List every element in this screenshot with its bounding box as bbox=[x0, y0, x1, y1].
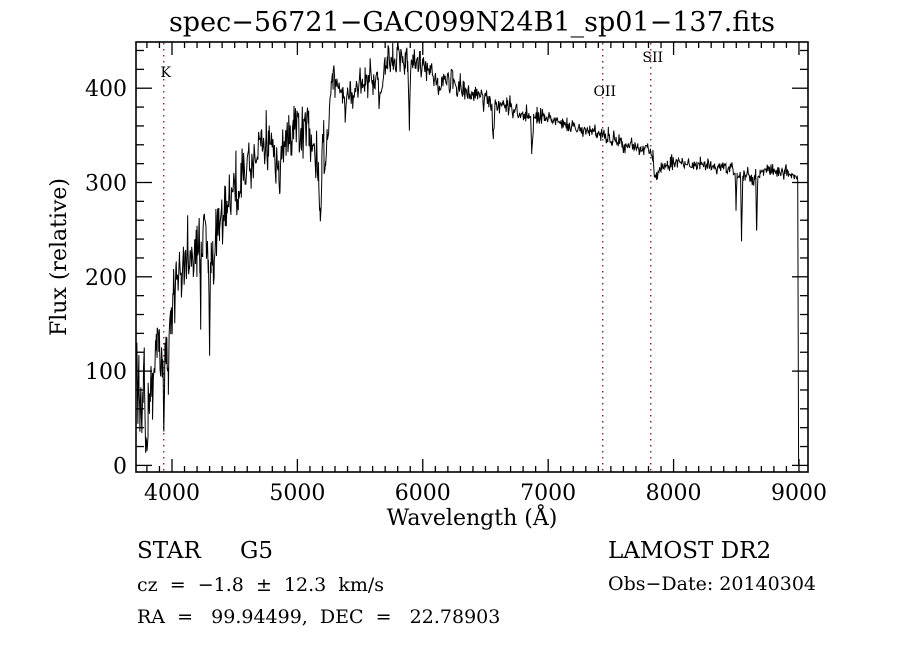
spectral-line-label-k: K bbox=[160, 65, 171, 81]
plot-frame bbox=[135, 41, 809, 473]
y-tick-label: 0 bbox=[113, 454, 127, 479]
survey-label: LAMOST DR2 bbox=[608, 538, 771, 564]
y-tick-label: 300 bbox=[85, 172, 127, 197]
ra-dec-value: RA = 99.94499, DEC = 22.78903 bbox=[137, 606, 500, 628]
subclass-label: G5 bbox=[240, 538, 273, 564]
cz-value: cz = −1.8 ± 12.3 km/s bbox=[137, 574, 384, 596]
x-tick-label: 5000 bbox=[269, 481, 325, 506]
y-tick-label: 400 bbox=[85, 77, 127, 102]
x-tick-label: 8000 bbox=[646, 481, 702, 506]
spectral-line-label-sii: SII bbox=[642, 50, 663, 66]
spectrum-trace bbox=[136, 42, 800, 466]
obs-date-value: Obs−Date: 20140304 bbox=[608, 573, 816, 595]
object-type-label: STAR bbox=[137, 538, 201, 564]
spectral-line-label-oii: OII bbox=[593, 84, 616, 100]
x-axis-label: Wavelength (Å) bbox=[387, 503, 558, 531]
x-tick-label: 4000 bbox=[144, 481, 200, 506]
x-tick-label: 6000 bbox=[395, 481, 451, 506]
y-axis-label: Flux (relative) bbox=[47, 178, 72, 336]
y-tick-label: 200 bbox=[85, 266, 127, 291]
x-tick-label: 9000 bbox=[771, 481, 827, 506]
x-tick-label: 7000 bbox=[520, 481, 576, 506]
plot-area: K OII SII 4000 5000 6000 7000 8000 9000 0 100 200 30… bbox=[85, 41, 827, 506]
y-tick-label: 100 bbox=[85, 360, 127, 385]
plot-title: spec−56721−GAC099N24B1_sp01−137.fits bbox=[169, 7, 775, 38]
